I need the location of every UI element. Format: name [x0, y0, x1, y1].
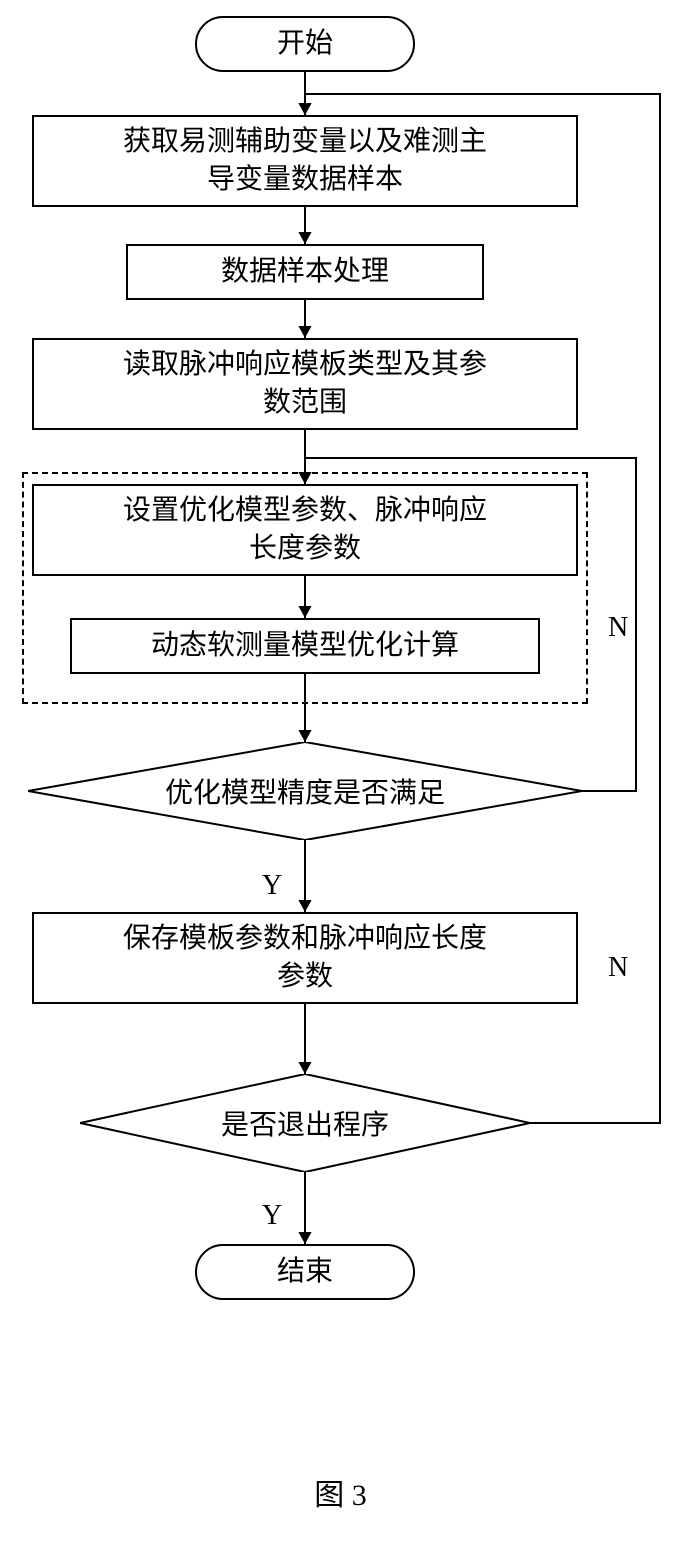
n1-label: 获取易测辅助变量以及难测主导变量数据样本 — [123, 123, 487, 199]
decision-exit: 是否退出程序 — [80, 1074, 530, 1172]
process-acquire-samples: 获取易测辅助变量以及难测主导变量数据样本 — [32, 115, 578, 207]
edge-label: Y — [262, 870, 282, 902]
d1-label: 优化模型精度是否满足 — [165, 771, 445, 811]
n5-label: 动态软测量模型优化计算 — [151, 627, 459, 665]
figure-caption: 图 3 — [0, 1470, 681, 1514]
edge-label: N — [608, 952, 628, 984]
process-save-params: 保存模板参数和脉冲响应长度参数 — [32, 912, 578, 1004]
process-optimize: 动态软测量模型优化计算 — [70, 618, 540, 674]
process-set-params: 设置优化模型参数、脉冲响应长度参数 — [32, 484, 578, 576]
end-node: 结束 — [195, 1244, 415, 1300]
process-sample-handling: 数据样本处理 — [126, 244, 484, 300]
n6-label: 保存模板参数和脉冲响应长度参数 — [123, 920, 487, 996]
n3-label: 读取脉冲响应模板类型及其参数范围 — [123, 346, 487, 422]
edge-label: Y — [262, 1200, 282, 1232]
end-label: 结束 — [277, 1253, 333, 1291]
process-read-template: 读取脉冲响应模板类型及其参数范围 — [32, 338, 578, 430]
start-node: 开始 — [195, 16, 415, 72]
caption-text: 图 3 — [314, 1479, 367, 1512]
decision-precision: 优化模型精度是否满足 — [28, 742, 582, 840]
n2-label: 数据样本处理 — [221, 253, 389, 291]
edge-label: N — [608, 612, 628, 644]
d2-label: 是否退出程序 — [221, 1103, 389, 1143]
n4-label: 设置优化模型参数、脉冲响应长度参数 — [123, 492, 487, 568]
start-label: 开始 — [277, 25, 333, 63]
